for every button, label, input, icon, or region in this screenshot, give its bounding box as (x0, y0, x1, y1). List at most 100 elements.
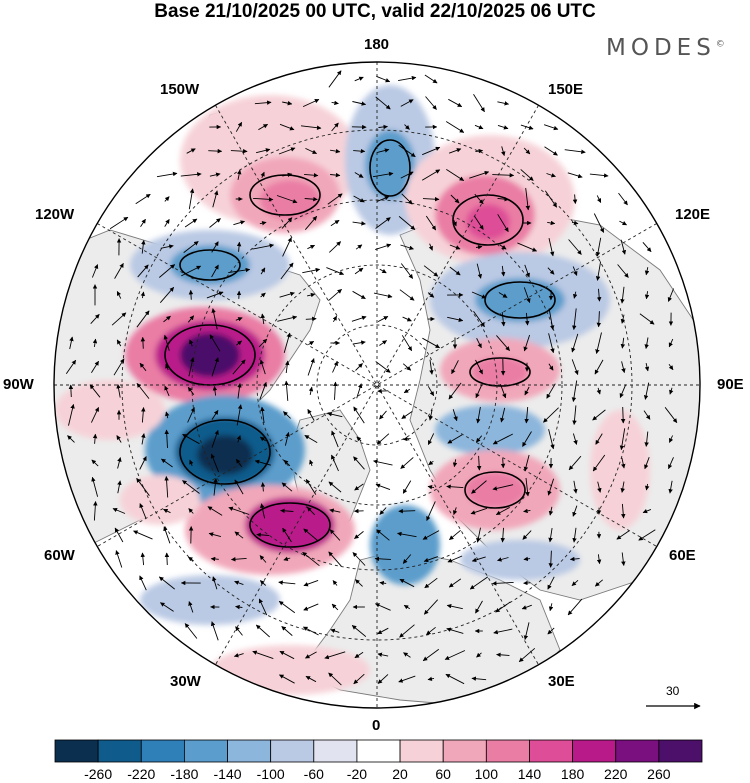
wind-arrow (476, 652, 482, 658)
colorbar-swatch (485, 739, 530, 763)
wind-arrow (447, 555, 463, 563)
graticule (54, 62, 700, 708)
colorbar-tick-label: 20 (392, 766, 408, 782)
wind-arrow (495, 601, 511, 613)
wind-arrow (402, 316, 412, 322)
wind-arrow (378, 124, 388, 130)
colorbar-swatch (313, 739, 358, 763)
wind-arrow (230, 148, 248, 154)
wind-arrow (302, 551, 320, 567)
wind-arrow (475, 148, 484, 154)
wind-arrow (159, 286, 175, 303)
wind-arrow (398, 75, 417, 82)
wind-arrow (156, 171, 178, 178)
wind-arrow (188, 556, 194, 562)
wind-arrow (669, 387, 674, 395)
wind-arrow (141, 239, 146, 254)
wind-arrow (495, 507, 510, 515)
wind-arrow (399, 578, 415, 588)
wind-arrow (644, 337, 649, 349)
wind-arrow (619, 220, 627, 226)
wind-arrow (500, 265, 506, 277)
wind-arrow (525, 477, 530, 497)
wind-arrow (596, 195, 602, 204)
wind-arrow (109, 216, 129, 230)
wind-arrow (517, 242, 538, 252)
wind-arrow (492, 433, 514, 445)
wind-arrow (524, 312, 530, 326)
wind-arrow (213, 477, 218, 496)
wind-arrow (327, 412, 343, 418)
wind-arrow (373, 292, 393, 299)
wind-arrow (474, 124, 484, 130)
wind-arrow (188, 188, 195, 210)
wind-arrow (182, 433, 200, 445)
wind-arrow (140, 552, 146, 566)
wind-arrow (546, 383, 556, 399)
wind-arrow (91, 264, 99, 278)
wind-arrow (525, 188, 531, 211)
wind-arrow (307, 358, 315, 376)
wind-arrow (400, 99, 414, 107)
wind-arrow (260, 406, 265, 423)
wind-arrow (401, 193, 413, 205)
wind-arrow (159, 264, 176, 278)
wind-arrow (255, 624, 271, 638)
wind-arrow (235, 458, 243, 468)
wind-arrow (523, 508, 531, 514)
wind-arrow (402, 554, 412, 564)
wind-arrow (163, 315, 171, 323)
wind-arrow (497, 214, 509, 233)
wind-arrow (595, 433, 603, 445)
wind-arrow (429, 359, 434, 375)
wind-arrow (212, 576, 218, 590)
wind-arrow (400, 244, 414, 250)
wind-arrow (427, 484, 435, 490)
wind-arrow (160, 244, 174, 249)
wind-arrow (547, 267, 555, 275)
wind-arrow (428, 243, 433, 251)
wind-arrow (571, 333, 579, 353)
wind-arrow (445, 673, 465, 685)
wind-arrow (497, 557, 509, 562)
lon-label-30w: 30W (170, 673, 201, 690)
wind-arrow (398, 144, 416, 158)
wind-arrow (353, 406, 365, 424)
wind-arrow (233, 220, 246, 226)
wind-arrow (642, 242, 652, 253)
lon-label-150e: 150E (548, 81, 584, 98)
wind-arrow (303, 528, 319, 542)
wind-arrow (188, 289, 194, 300)
wind-arrow (211, 429, 219, 448)
wind-arrow (163, 526, 171, 544)
colorbar-tick-label: 100 (474, 766, 499, 782)
wind-arrow (253, 197, 274, 202)
lon-label-90w: 90W (3, 376, 34, 393)
wind-arrow (328, 481, 342, 493)
wind-arrow (164, 552, 170, 566)
wind-arrow (330, 219, 340, 227)
wind-arrow (328, 70, 342, 88)
wind-arrow (234, 580, 244, 586)
wind-arrow (91, 476, 99, 497)
wind-arrow (596, 387, 601, 395)
wind-arrow (258, 338, 268, 348)
wind-arrow (379, 580, 387, 586)
wind-arrow (450, 194, 460, 204)
wind-arrow (236, 404, 243, 426)
wind-arrow (377, 627, 389, 635)
wind-arrow (328, 551, 342, 567)
wind-arrow (324, 651, 346, 660)
wind-arrow (375, 483, 391, 491)
wind-arrow (475, 244, 483, 250)
wind-arrow (620, 481, 625, 493)
wind-arrow (444, 650, 466, 660)
wind-arrow (452, 459, 458, 468)
wind-arrow (621, 457, 626, 469)
wind-arrow (354, 531, 364, 539)
wind-arrow (619, 384, 627, 399)
colorbar-swatch (183, 739, 228, 763)
colorbar-tick-label: 140 (517, 766, 542, 782)
wind-arrow (595, 332, 602, 354)
wind-arrow (374, 603, 391, 611)
